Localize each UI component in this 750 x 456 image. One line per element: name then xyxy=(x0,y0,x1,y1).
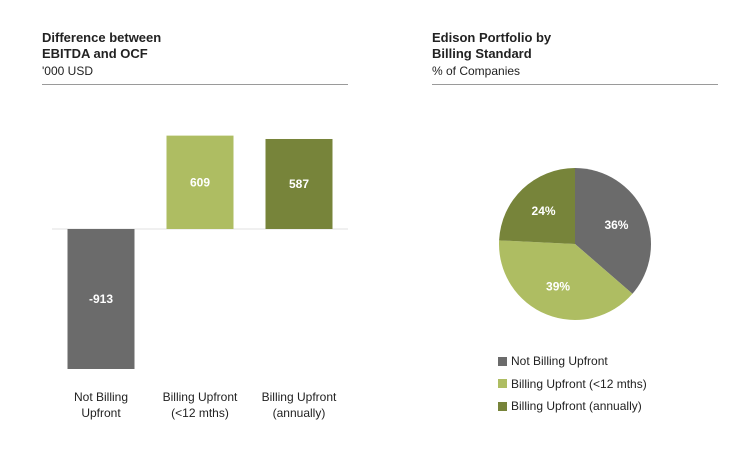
legend-swatch-0 xyxy=(498,356,507,366)
pie-chart-subtitle: % of Companies xyxy=(432,64,521,78)
pie-slice-0 xyxy=(575,168,651,294)
bar-value-label-1: 609 xyxy=(190,175,210,189)
pie-slice-1 xyxy=(499,240,633,320)
pie-chart-title: Edison Portfolio by Billing Standard xyxy=(432,30,722,62)
pie-slice-label-0: 36% xyxy=(604,218,628,232)
pie-legend: Not Billing Upfront Billing Upfront (<12 … xyxy=(498,350,647,418)
bar-chart-subtitle: '000 USD xyxy=(42,64,93,78)
bar-value-label-2: 587 xyxy=(289,177,309,191)
legend-swatch-1 xyxy=(498,379,507,389)
pie-chart-panel: Edison Portfolio by Billing Standard % o… xyxy=(432,0,732,456)
bar-2 xyxy=(265,138,333,229)
pie-slice-label-2: 24% xyxy=(532,204,556,218)
bar-category-label-1: Billing Upfront (<12 mths) xyxy=(162,390,238,420)
bar-chart-divider xyxy=(42,84,348,85)
bar-chart-panel: Difference between EBITDA and OCF '000 U… xyxy=(42,0,348,456)
legend-label-0: Not Billing Upfront xyxy=(511,354,608,368)
legend-label-1: Billing Upfront (<12 mths) xyxy=(511,376,647,391)
legend-swatch-2 xyxy=(498,401,507,411)
bar-value-label-0: -913 xyxy=(89,292,113,306)
bar-category-label-0: Not Billing Upfront xyxy=(73,390,129,420)
legend-item-2: Billing Upfront (annually) xyxy=(498,395,647,418)
bar-chart-title: Difference between EBITDA and OCF xyxy=(42,30,332,62)
legend-label-2: Billing Upfront (annually) xyxy=(511,399,642,413)
bar-0 xyxy=(67,229,135,369)
pie-slice-2 xyxy=(499,168,575,244)
pie-slice-label-1: 39% xyxy=(546,279,570,293)
pie-chart-title-line1: Edison Portfolio by xyxy=(432,30,552,45)
legend-item-1: Billing Upfront (<12 mths) xyxy=(498,373,647,396)
bar-1 xyxy=(166,135,234,229)
pie-chart-title-line2: Billing Standard xyxy=(432,46,532,61)
legend-item-0: Not Billing Upfront xyxy=(498,350,647,373)
bar-chart-title-line1: Difference between xyxy=(42,30,162,45)
bar-chart-title-line2: EBITDA and OCF xyxy=(42,46,148,61)
pie-chart-divider xyxy=(432,84,718,85)
bar-category-label-2: Billing Upfront (annually) xyxy=(261,390,337,420)
